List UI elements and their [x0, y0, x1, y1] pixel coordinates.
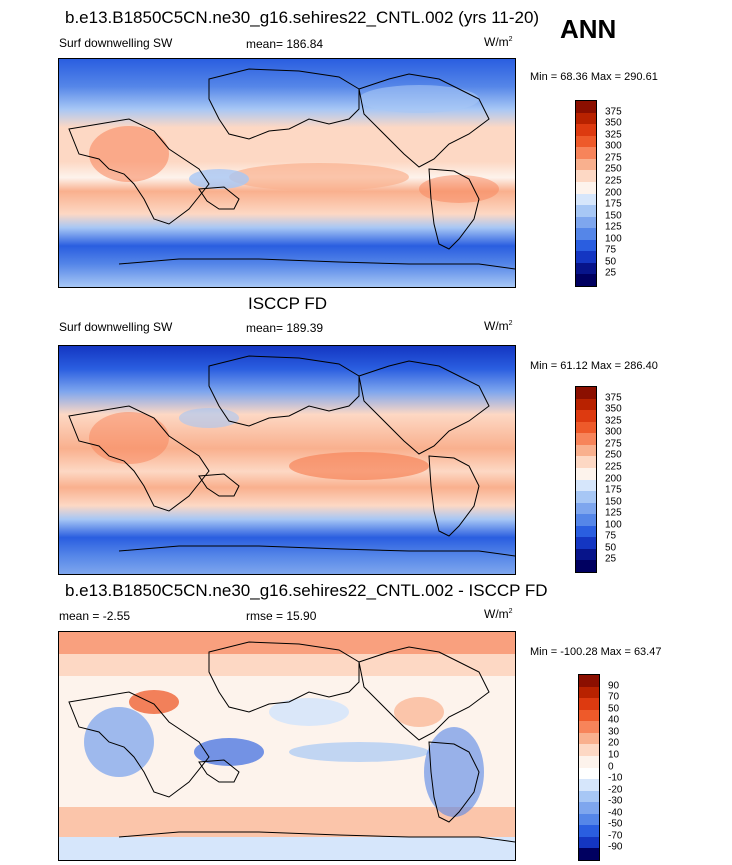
panel3-map [58, 631, 516, 861]
panel2-colorbar-label: 225 [605, 461, 622, 473]
panel3-colorbar [578, 674, 600, 861]
panel3-minmax: Min = -100.28 Max = 63.47 [530, 646, 662, 658]
panel3-colorbar-label: 40 [608, 714, 620, 726]
panel3-colorbar-label: 50 [608, 703, 620, 715]
panel2-minmax: Min = 61.12 Max = 286.40 [530, 360, 658, 372]
panel1-colorbar-label: 50 [605, 256, 617, 268]
panel1-colorbar-label: 300 [605, 140, 622, 152]
panel2-map [58, 345, 516, 575]
panel3-colorbar-label: -10 [608, 772, 623, 784]
panel3-colorbar-label: 30 [608, 726, 620, 738]
panel1-map-field [59, 59, 515, 287]
panel2-colorbar-label: 275 [605, 438, 622, 450]
panel3-colorbar-label: -20 [608, 784, 623, 796]
panel1-map [58, 58, 516, 288]
panel3-colorbar-label: -90 [608, 841, 623, 853]
panel1-colorbar-label: 150 [605, 210, 622, 222]
panel3-colorbar-label: 70 [608, 691, 620, 703]
panel1-colorbar-label: 200 [605, 187, 622, 198]
season-label: ANN [560, 14, 617, 44]
panel3-colorbar-label: -40 [608, 807, 623, 819]
panel2-colorbar-label: 375 [605, 392, 622, 404]
panel3-title: b.e13.B1850C5CN.ne30_g16.sehires22_CNTL.… [65, 581, 548, 600]
panel2-map-field [59, 346, 515, 574]
panel1-colorbar-label: 75 [605, 244, 617, 256]
panel1-mean-label: mean= 186.84 [246, 37, 324, 51]
panel1-colorbar-label: 175 [605, 198, 622, 210]
panel1-title: b.e13.B1850C5CN.ne30_g16.sehires22_CNTL.… [65, 8, 540, 27]
panel1-colorbar-label: 100 [605, 233, 622, 245]
panel2-colorbar-label: 100 [605, 519, 622, 531]
panel2-colorbar-label: 150 [605, 496, 622, 508]
panel2-colorbar-labels: 375 350 325 300 275 250 225 200 175 150 … [605, 386, 645, 571]
panel3-colorbar-label: -50 [608, 818, 623, 830]
panel2-title: ISCCP FD [248, 294, 328, 313]
panel1-colorbar-label: 125 [605, 221, 622, 233]
panel3-units: W/m2 [484, 607, 513, 621]
panel2-colorbar [575, 386, 597, 573]
panel1-colorbar-label: 325 [605, 129, 622, 141]
panel1-colorbar-label: 375 [605, 106, 622, 118]
panel2-variable-label: Surf downwelling SW [59, 320, 173, 334]
panel1-colorbar-label: 225 [605, 175, 622, 187]
panel3-colorbar-label: -30 [608, 795, 623, 807]
panel1-colorbar-label: 250 [605, 163, 622, 175]
panel2-colorbar-label: 175 [605, 484, 622, 496]
panel2-units: W/m2 [484, 319, 513, 333]
panel1-colorbar [575, 100, 597, 287]
panel3-colorbar-label: 90 [608, 680, 620, 692]
panel2-colorbar-label: 50 [605, 542, 617, 554]
panel3-mean-label: mean = -2.55 [59, 609, 131, 623]
panel1-colorbar-label: 275 [605, 152, 622, 164]
panel3-colorbar-label: 0 [608, 761, 614, 772]
panel1-minmax: Min = 68.36 Max = 290.61 [530, 71, 658, 83]
panel2-colorbar-label: 125 [605, 507, 622, 519]
panel3-colorbar-labels: 90 70 50 40 30 20 10 0 -10 -20 -30 -40 -… [608, 674, 648, 859]
panel2-colorbar-label: 75 [605, 530, 617, 542]
panel2-colorbar-label: 250 [605, 449, 622, 461]
panel1-units: W/m2 [484, 35, 513, 49]
panel2-colorbar-label: 325 [605, 415, 622, 427]
panel2-mean-label: mean= 189.39 [246, 321, 324, 335]
panel1-colorbar-label: 25 [605, 267, 617, 279]
panel3-colorbar-label: 10 [608, 749, 620, 761]
panel3-map-field [59, 632, 515, 860]
panel1-colorbar-labels: 375 350 325 300 275 250 225 200 175 150 … [605, 100, 645, 285]
panel1-variable-label: Surf downwelling SW [59, 36, 173, 50]
panel2-colorbar-label: 300 [605, 426, 622, 438]
panel2-colorbar-label: 25 [605, 553, 617, 565]
panel2-colorbar-label: 200 [605, 473, 622, 484]
panel1-colorbar-label: 350 [605, 117, 622, 129]
panel2-colorbar-label: 350 [605, 403, 622, 415]
panel3-colorbar-label: -70 [608, 830, 623, 842]
panel3-rmse-label: rmse = 15.90 [246, 609, 317, 623]
panel3-colorbar-label: 20 [608, 737, 620, 749]
